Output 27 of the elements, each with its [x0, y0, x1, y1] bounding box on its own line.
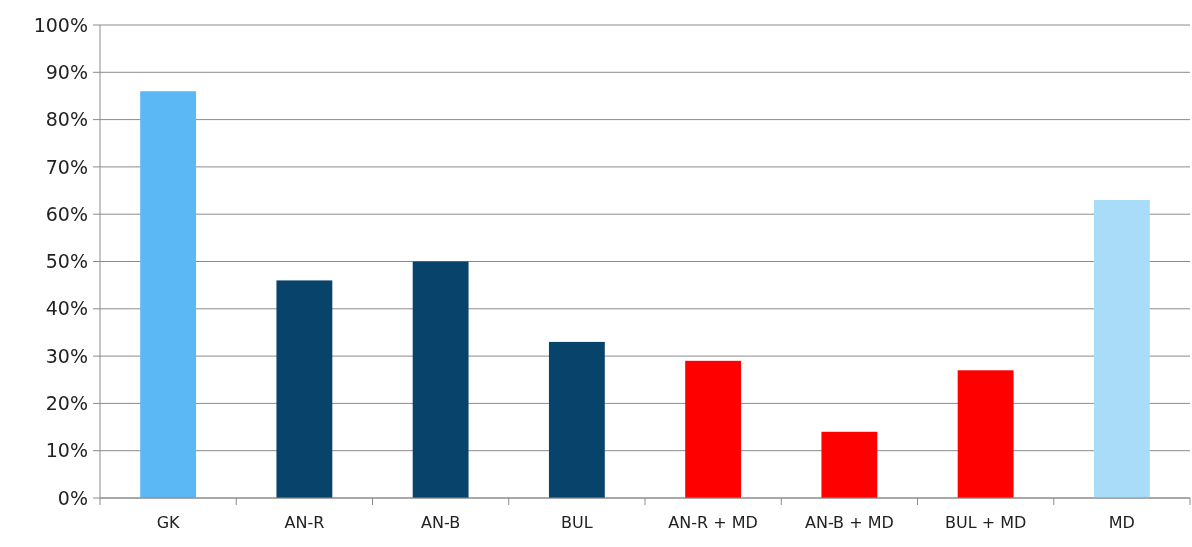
y-tick-label: 100% [33, 13, 88, 36]
y-tick-label: 80% [45, 108, 88, 131]
y-tick-label: 20% [45, 392, 88, 415]
bar [412, 261, 469, 498]
y-tick-label: 40% [45, 297, 88, 320]
y-tick-label: 70% [45, 155, 88, 178]
x-tick-label: BUL [561, 513, 593, 532]
x-tick-label: MD [1108, 513, 1135, 532]
y-tick-label: 10% [45, 439, 88, 462]
y-tick-label: 50% [45, 250, 88, 273]
bar [140, 91, 197, 498]
x-tick-label: BUL + MD [944, 513, 1027, 532]
y-tick-label: 0% [57, 486, 88, 509]
bar [548, 341, 605, 498]
y-tick-label: 30% [45, 344, 88, 367]
x-tick-label: GK [156, 513, 181, 532]
bar [276, 280, 333, 498]
x-tick-label: AN-B [421, 513, 461, 532]
y-tick-label: 90% [45, 60, 88, 83]
bar [957, 370, 1014, 498]
bar [685, 360, 742, 498]
x-tick-label: AN-R [284, 513, 325, 532]
bar [1093, 200, 1150, 498]
bar [821, 431, 878, 498]
y-tick-label: 60% [45, 202, 88, 225]
x-tick-label: AN-R + MD [668, 513, 758, 532]
x-tick-label: AN-B + MD [804, 513, 894, 532]
